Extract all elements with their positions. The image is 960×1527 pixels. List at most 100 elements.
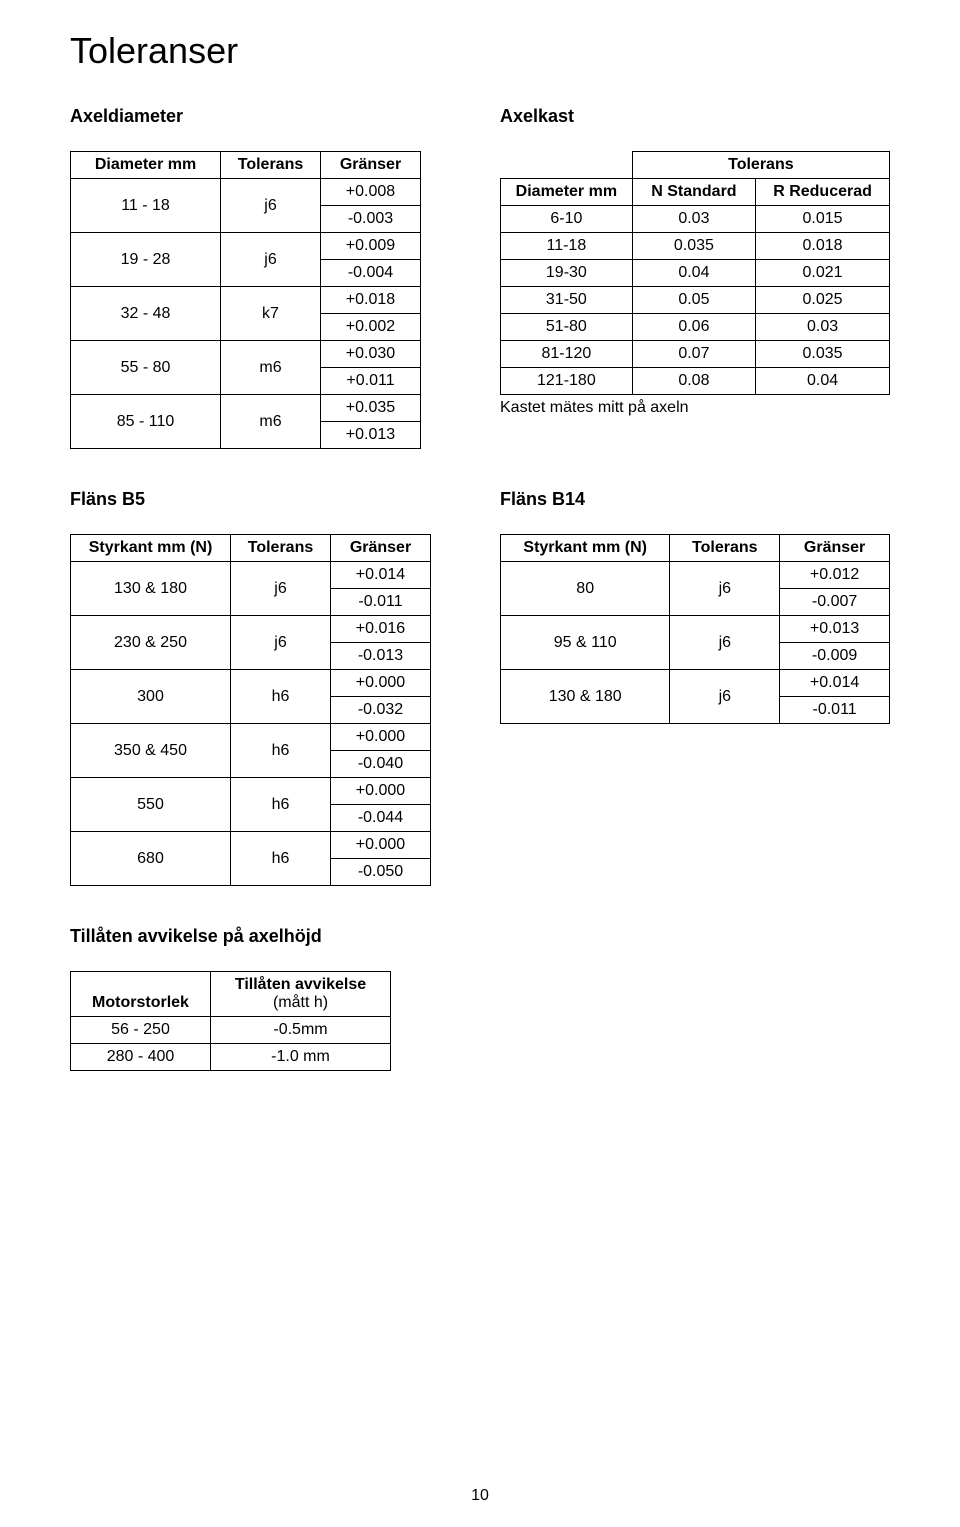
cell-granser: +0.013 [780, 616, 890, 643]
cell-tolerans: j6 [221, 179, 321, 233]
col-header: Tolerans [231, 535, 331, 562]
cell-styrkant: 680 [71, 832, 231, 886]
col-header: Tolerans [221, 152, 321, 179]
cell-avvikelse: -0.5mm [211, 1017, 391, 1044]
cell-motorstorlek: 280 - 400 [71, 1044, 211, 1071]
col-header: Gränser [780, 535, 890, 562]
cell-styrkant: 300 [71, 670, 231, 724]
cell-styrkant: 350 & 450 [71, 724, 231, 778]
table-header-row: Styrkant mm (N) Tolerans Gränser [71, 535, 431, 562]
table-header-row: Diameter mm N Standard R Reducerad [501, 179, 890, 206]
col-header: Styrkant mm (N) [501, 535, 670, 562]
section-flans-b5: Fläns B5 Styrkant mm (N) Tolerans Gränse… [70, 489, 460, 886]
table-row: 280 - 400 -1.0 mm [71, 1044, 391, 1071]
section-axeldiameter: Axeldiameter Diameter mm Tolerans Gränse… [70, 106, 460, 449]
cell-granser: -0.003 [321, 206, 421, 233]
table-row: 56 - 250 -0.5mm [71, 1017, 391, 1044]
cell-granser: +0.000 [331, 670, 431, 697]
cell-styrkant: 95 & 110 [501, 616, 670, 670]
cell-styrkant: 80 [501, 562, 670, 616]
row-middle: Fläns B5 Styrkant mm (N) Tolerans Gränse… [70, 489, 890, 886]
cell-granser: +0.014 [331, 562, 431, 589]
table-row: 300 h6 +0.000 [71, 670, 431, 697]
col-header-line1: Tillåten avvikelse [235, 976, 366, 993]
cell-granser: +0.008 [321, 179, 421, 206]
table-row: 680 h6 +0.000 [71, 832, 431, 859]
heading-avvikelse: Tillåten avvikelse på axelhöjd [70, 926, 890, 947]
cell-tolerans: m6 [221, 395, 321, 449]
cell-granser: +0.011 [321, 368, 421, 395]
page-title: Toleranser [70, 30, 890, 72]
cell-granser: +0.000 [331, 778, 431, 805]
table-axelkast: Tolerans Diameter mm N Standard R Reduce… [500, 151, 890, 395]
col-header: Motorstorlek [71, 972, 211, 1017]
table-row: 95 & 110 j6 +0.013 [501, 616, 890, 643]
cell-r: 0.025 [756, 287, 890, 314]
table-row: 130 & 180 j6 +0.014 [71, 562, 431, 589]
heading-flans-b14: Fläns B14 [500, 489, 890, 510]
table-row: 11 - 18 j6 +0.008 [71, 179, 421, 206]
table-row: 550 h6 +0.000 [71, 778, 431, 805]
heading-axeldiameter: Axeldiameter [70, 106, 460, 127]
cell-granser: +0.035 [321, 395, 421, 422]
cell-granser: +0.030 [321, 341, 421, 368]
cell-granser: -0.007 [780, 589, 890, 616]
table-row: 6-10 0.03 0.015 [501, 206, 890, 233]
page: Toleranser Axeldiameter Diameter mm Tole… [0, 0, 960, 1527]
table-header-row: Motorstorlek Tillåten avvikelse (mått h) [71, 972, 391, 1017]
cell-granser: +0.000 [331, 832, 431, 859]
col-header: Diameter mm [501, 179, 633, 206]
cell-tolerans: k7 [221, 287, 321, 341]
cell-granser: -0.032 [331, 697, 431, 724]
cell-n: 0.03 [632, 206, 755, 233]
cell-tolerans: j6 [670, 562, 780, 616]
cell-diameter: 32 - 48 [71, 287, 221, 341]
table-flans-b14: Styrkant mm (N) Tolerans Gränser 80 j6 +… [500, 534, 890, 724]
col-header: Styrkant mm (N) [71, 535, 231, 562]
cell-r: 0.04 [756, 368, 890, 395]
cell-r: 0.015 [756, 206, 890, 233]
cell-r: 0.035 [756, 341, 890, 368]
col-header-top: Tolerans [632, 152, 889, 179]
col-header: Tolerans [670, 535, 780, 562]
row-top: Axeldiameter Diameter mm Tolerans Gränse… [70, 106, 890, 449]
cell-diameter: 55 - 80 [71, 341, 221, 395]
table-row: 19-30 0.04 0.021 [501, 260, 890, 287]
col-header: Gränser [331, 535, 431, 562]
cell-tolerans: h6 [231, 832, 331, 886]
table-row: 130 & 180 j6 +0.014 [501, 670, 890, 697]
section-axelkast: Axelkast Tolerans Diameter mm N Standard… [500, 106, 890, 449]
cell-granser: -0.009 [780, 643, 890, 670]
cell-r: 0.021 [756, 260, 890, 287]
table-row: 55 - 80 m6 +0.030 [71, 341, 421, 368]
cell-tolerans: j6 [670, 616, 780, 670]
table-row: 80 j6 +0.012 [501, 562, 890, 589]
cell-motorstorlek: 56 - 250 [71, 1017, 211, 1044]
cell-n: 0.04 [632, 260, 755, 287]
cell-diameter: 6-10 [501, 206, 633, 233]
table-row: 81-120 0.07 0.035 [501, 341, 890, 368]
cell-tolerans: j6 [670, 670, 780, 724]
section-avvikelse: Tillåten avvikelse på axelhöjd Motorstor… [70, 926, 890, 1071]
section-flans-b14: Fläns B14 Styrkant mm (N) Tolerans Gräns… [500, 489, 890, 886]
cell-styrkant: 130 & 180 [501, 670, 670, 724]
table-row: 19 - 28 j6 +0.009 [71, 233, 421, 260]
heading-flans-b5: Fläns B5 [70, 489, 460, 510]
cell-avvikelse: -1.0 mm [211, 1044, 391, 1071]
cell-diameter: 81-120 [501, 341, 633, 368]
cell-granser: -0.011 [780, 697, 890, 724]
cell-granser: +0.013 [321, 422, 421, 449]
table-axeldiameter: Diameter mm Tolerans Gränser 11 - 18 j6 … [70, 151, 421, 449]
cell-granser: +0.016 [331, 616, 431, 643]
cell-styrkant: 130 & 180 [71, 562, 231, 616]
table-header-row: Styrkant mm (N) Tolerans Gränser [501, 535, 890, 562]
cell-diameter: 51-80 [501, 314, 633, 341]
cell-tolerans: j6 [231, 562, 331, 616]
col-header: Tillåten avvikelse (mått h) [211, 972, 391, 1017]
cell-r: 0.03 [756, 314, 890, 341]
table-header-row: Tolerans [501, 152, 890, 179]
cell-granser: -0.004 [321, 260, 421, 287]
table-header-row: Diameter mm Tolerans Gränser [71, 152, 421, 179]
cell-n: 0.08 [632, 368, 755, 395]
cell-diameter: 85 - 110 [71, 395, 221, 449]
